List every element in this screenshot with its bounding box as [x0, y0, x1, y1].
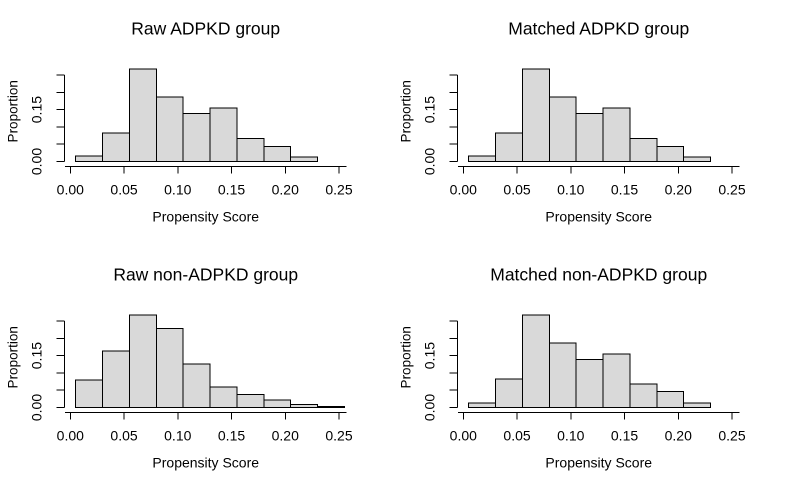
- histogram-bar: [290, 404, 319, 408]
- x-tick-label: 0.00: [57, 428, 84, 444]
- histogram-bar: [290, 156, 319, 162]
- x-axis-label: Propensity Score: [152, 455, 259, 471]
- histogram-bar: [575, 358, 604, 409]
- x-tick-label: 0.10: [557, 428, 584, 444]
- y-axis-label: Proportion: [399, 326, 414, 388]
- chart-title: Raw non-ADPKD group: [113, 265, 298, 285]
- panel-matched-non-adpkd-group: 0.00 0.05 0.10 0.15 0.20 0.25 0.00 0.15 Matched …: [393, 246, 786, 493]
- x-tick-label: 0.25: [325, 428, 352, 444]
- x-tick-label: 0.20: [272, 428, 299, 444]
- histogram-bar: [683, 156, 712, 162]
- x-tick-label: 0.25: [718, 428, 745, 444]
- x-tick-label: 0.05: [503, 182, 530, 198]
- histogram-bar: [521, 68, 550, 162]
- histogram-bar: [468, 402, 497, 408]
- x-tick-label: 0.15: [611, 182, 638, 198]
- x-tick-label: 0.25: [325, 182, 352, 198]
- histogram-matched-adpkd: 0.00 0.05 0.10 0.15 0.20 0.25 0.00 0.15 Matched …: [399, 19, 746, 225]
- x-tick-label: 0.25: [718, 182, 745, 198]
- histogram-bar: [236, 394, 265, 408]
- histogram-bar: [263, 145, 292, 162]
- histogram-bar: [629, 383, 658, 409]
- histogram-bar: [317, 405, 345, 409]
- histogram-bar: [548, 96, 577, 162]
- chart-title: Matched non-ADPKD group: [490, 265, 707, 285]
- histogram-bar: [263, 399, 292, 408]
- x-axis-label: Propensity Score: [152, 209, 259, 225]
- histogram-bar: [495, 378, 523, 409]
- x-tick-label: 0.10: [557, 182, 584, 198]
- histogram-bar: [209, 107, 238, 163]
- x-tick-label: 0.20: [665, 182, 692, 198]
- x-tick-label: 0.05: [110, 428, 137, 444]
- y-tick-label: 0.15: [29, 342, 45, 369]
- x-tick-label: 0.10: [164, 428, 191, 444]
- histogram-bar: [602, 353, 631, 409]
- x-tick-label: 0.00: [450, 428, 477, 444]
- histogram-bar: [602, 107, 631, 163]
- x-axis-label: Propensity Score: [545, 209, 652, 225]
- y-axis-label: Proportion: [399, 80, 414, 142]
- x-tick-label: 0.05: [110, 182, 137, 198]
- chart-title: Matched ADPKD group: [508, 19, 689, 39]
- y-tick-label: 0.00: [422, 394, 438, 421]
- y-tick-label: 0.15: [422, 342, 438, 369]
- y-tick-label: 0.15: [29, 96, 45, 123]
- histogram-bar: [155, 328, 184, 408]
- panel-raw-non-adpkd-group: 0.00 0.05 0.10 0.15 0.20 0.25 0.00 0.15 Raw non-…: [0, 246, 393, 493]
- histogram-bar: [209, 386, 238, 408]
- x-tick-label: 0.15: [218, 182, 245, 198]
- histogram-bar: [128, 68, 157, 162]
- chart-title: Raw ADPKD group: [131, 19, 280, 39]
- x-tick-label: 0.00: [450, 182, 477, 198]
- histogram-bar: [495, 132, 523, 163]
- histogram-bar: [468, 155, 497, 163]
- histogram-bar: [75, 155, 104, 163]
- histogram-bar: [683, 402, 712, 408]
- x-tick-label: 0.05: [503, 428, 530, 444]
- y-axis-label: Proportion: [6, 80, 21, 142]
- x-tick-label: 0.00: [57, 182, 84, 198]
- y-axis-label: Proportion: [6, 326, 21, 388]
- histogram-bar: [548, 342, 577, 408]
- histogram-bar: [182, 112, 211, 163]
- histogram-bar: [75, 379, 104, 408]
- histogram-bar: [629, 138, 658, 163]
- panel-raw-adpkd-group: 0.00 0.05 0.10 0.15 0.20 0.25 0.00 0.15 Raw ADPK…: [0, 0, 393, 246]
- histogram-bar: [155, 96, 184, 162]
- histogram-bar: [102, 350, 130, 409]
- histogram-matched-non-adpkd: 0.00 0.05 0.10 0.15 0.20 0.25 0.00 0.15 Matched …: [399, 265, 746, 471]
- x-tick-label: 0.20: [665, 428, 692, 444]
- x-tick-label: 0.15: [218, 428, 245, 444]
- histogram-bar: [575, 112, 604, 163]
- histogram-bar: [521, 314, 550, 408]
- histogram-bar: [128, 314, 157, 408]
- histogram-bar: [102, 132, 130, 163]
- x-axis-label: Propensity Score: [545, 455, 652, 471]
- y-tick-label: 0.00: [29, 148, 45, 175]
- histogram-raw-non-adpkd: 0.00 0.05 0.10 0.15 0.20 0.25 0.00 0.15 Raw non-…: [6, 265, 353, 471]
- x-tick-label: 0.15: [611, 428, 638, 444]
- y-tick-label: 0.15: [422, 96, 438, 123]
- histogram-bar: [182, 363, 211, 408]
- x-tick-label: 0.20: [272, 182, 299, 198]
- histogram-raw-adpkd: 0.00 0.05 0.10 0.15 0.20 0.25 0.00 0.15 Raw ADPK…: [6, 19, 353, 225]
- y-tick-label: 0.00: [29, 394, 45, 421]
- histogram-bar: [656, 145, 685, 162]
- y-tick-label: 0.00: [422, 148, 438, 175]
- panel-matched-adpkd-group: 0.00 0.05 0.10 0.15 0.20 0.25 0.00 0.15 Matched …: [393, 0, 786, 246]
- x-tick-label: 0.10: [164, 182, 191, 198]
- histogram-bar: [656, 391, 685, 409]
- histogram-bar: [236, 138, 265, 163]
